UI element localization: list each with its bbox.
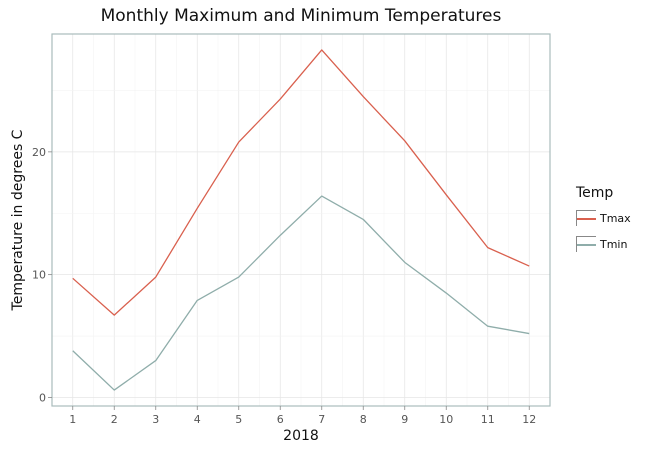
series-group [72,49,530,391]
x-tick-label: 10 [439,413,453,426]
series-line-tmin [72,195,530,391]
y-tick-label: 20 [32,146,46,159]
y-tick-label: 0 [39,391,46,404]
legend-item-tmin: Tmin [576,231,658,257]
chart-title: Monthly Maximum and Minimum Temperatures [100,6,502,26]
y-tick-label: 10 [32,269,46,282]
legend-key-tmin [576,236,596,252]
legend: Temp Tmax Tmin [576,185,658,257]
x-axis-label: 2018 [283,428,319,444]
grid-lines [52,34,550,406]
y-axis-label: Temperature in degrees C [10,129,26,311]
series-line-tmax [72,49,530,316]
x-tick-label: 6 [277,413,284,426]
legend-title: Temp [576,185,614,201]
x-tick-label: 8 [360,413,367,426]
x-tick-label: 2 [111,413,118,426]
legend-key-tmax [576,210,596,226]
x-tick-label: 12 [522,413,536,426]
legend-label-tmax: Tmax [600,211,631,225]
x-tick-label: 1 [69,413,76,426]
legend-item-tmax: Tmax [576,205,658,231]
x-tick-label: 7 [318,413,325,426]
x-tick-label: 3 [152,413,159,426]
x-tick-label: 11 [481,413,495,426]
legend-label-tmin: Tmin [600,237,628,251]
plot-border [51,33,551,407]
x-tick-label: 9 [401,413,408,426]
x-tick-label: 4 [194,413,201,426]
x-tick-label: 5 [235,413,242,426]
